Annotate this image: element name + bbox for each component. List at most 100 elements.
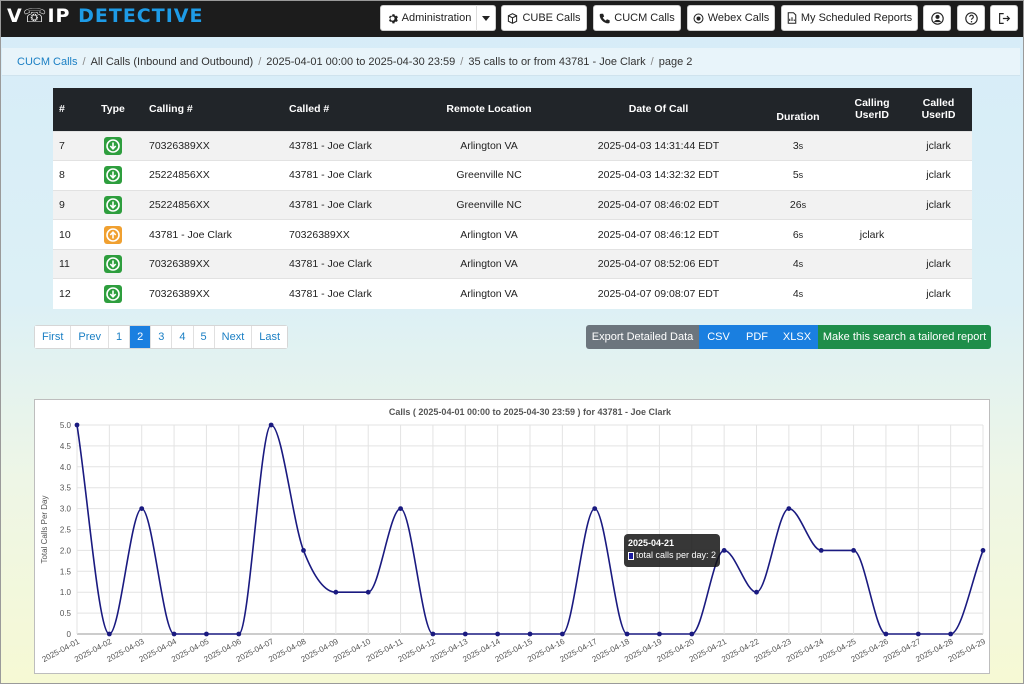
cell-calling-userid [839,248,905,279]
breadcrumb-scope: All Calls (Inbound and Outbound) [90,56,254,68]
table-row[interactable]: 11 70326389XX 43781 - Joe Clark Arlington V… [53,248,972,279]
data-point [689,631,695,637]
column-header-calling[interactable]: Calling # [143,88,283,131]
header-line: UserID [855,109,889,122]
y-tick-label: 1.5 [60,567,72,576]
cell-type [83,160,143,191]
cell-calling-userid [839,278,905,309]
page-3-button[interactable]: 3 [151,326,173,348]
header-line: Called [922,97,955,110]
webex-calls-label: Webex Calls [707,12,770,24]
administration-dropdown-toggle[interactable] [476,5,496,31]
data-point [171,631,177,637]
tooltip-value: total calls per day: 2 [635,550,716,560]
cell-remote-location: Arlington VA [418,278,560,309]
logout-button[interactable] [990,5,1018,31]
data-point [883,631,889,637]
export-csv-button[interactable]: CSV [699,325,738,349]
table-row[interactable]: 12 70326389XX 43781 - Joe Clark Arlington V… [53,278,972,309]
cell-remote-location: Arlington VA [418,248,560,279]
column-header-calling-userid[interactable]: Calling UserID [839,88,905,131]
caret-down-icon [482,15,490,21]
cube-calls-label: CUBE Calls [522,12,581,24]
cell-called: 43781 - Joe Clark [283,278,418,309]
data-point [948,631,954,637]
cell-number: 10 [53,219,83,250]
top-navbar: V☏IP DETECTIVE Administration CUBE Calls… [0,0,1024,37]
data-point [495,631,501,637]
column-header-number[interactable]: # [53,88,83,131]
export-pdf-button[interactable]: PDF [738,325,776,349]
data-point [980,548,986,553]
cucm-calls-button[interactable]: CUCM Calls [593,5,681,31]
logo-text-detective: DETECTIVE [78,5,204,27]
column-header-date[interactable]: Date Of Call [560,88,757,131]
column-header-type[interactable]: Type [83,88,143,131]
cell-duration: 26s [757,189,839,220]
table-row[interactable]: 9 25224856XX 43781 - Joe Clark Greenville N… [53,189,972,220]
duration-value: 6 [792,228,799,241]
tailored-report-button[interactable]: Make this search a tailored report [818,325,991,349]
cell-called-userid [905,219,972,250]
gear-icon [388,13,398,23]
data-point [592,506,598,511]
page-next-button[interactable]: Next [214,326,253,348]
cell-number: 11 [53,248,83,279]
page-last-button[interactable]: Last [252,326,288,348]
y-tick-label: 3.5 [60,484,72,493]
cell-called-userid: jclark [905,160,972,191]
y-tick-label: 5.0 [60,421,72,430]
cell-called-userid: jclark [905,130,972,161]
table-header-row: # Type Calling # Called # Remote Locatio… [53,88,972,131]
administration-button[interactable]: Administration [380,5,478,31]
tooltip-series-swatch [628,551,634,560]
page-2-button[interactable]: 2 [130,326,152,348]
data-point [527,631,533,637]
cell-called-userid: jclark [905,189,972,220]
user-profile-button[interactable] [923,5,951,31]
duration-unit: s [798,259,804,270]
page-1-button[interactable]: 1 [109,326,131,348]
page-4-button[interactable]: 4 [172,326,194,348]
tooltip-date: 2025-04-21 [628,538,675,548]
report-file-icon [787,12,797,24]
page-first-button[interactable]: First [35,326,72,348]
cube-calls-button[interactable]: CUBE Calls [501,5,587,31]
help-button[interactable] [957,5,985,31]
question-circle-icon [964,11,978,25]
data-point [721,548,727,553]
app-logo[interactable]: V☏IP DETECTIVE [7,5,203,27]
cell-date: 2025-04-07 08:46:02 EDT [560,189,757,220]
y-axis-label: Total Calls Per Day [40,495,49,563]
header-line: Calling [854,97,890,110]
page-5-button[interactable]: 5 [193,326,215,348]
table-row[interactable]: 7 70326389XX 43781 - Joe Clark Arlington VA… [53,130,972,161]
export-xlsx-button[interactable]: XLSX [776,325,818,349]
cell-calling-userid [839,189,905,220]
cell-called-userid: jclark [905,248,972,279]
breadcrumb-cucm-calls-link[interactable]: CUCM Calls [17,56,78,68]
chart-svg: Calls ( 2025-04-01 00:00 to 2025-04-30 2… [40,407,987,664]
cell-duration: 6s [757,219,839,250]
pagination: First Prev 1 2 3 4 5 Next Last [34,325,289,349]
column-header-called[interactable]: Called # [283,88,418,131]
data-point [559,631,565,637]
column-header-remote-location[interactable]: Remote Location [418,88,560,131]
table-row[interactable]: 10 43781 - Joe Clark 70326389XX Arlington V… [53,219,972,250]
scheduled-reports-label: My Scheduled Reports [800,12,913,24]
table-row[interactable]: 8 25224856XX 43781 - Joe Clark Greenville N… [53,160,972,191]
webex-calls-button[interactable]: Webex Calls [687,5,775,31]
column-header-duration[interactable]: Duration [757,88,839,131]
data-point [851,548,856,553]
page-prev-button[interactable]: Prev [71,326,110,348]
cell-type [83,130,143,161]
cell-duration: 5s [757,160,839,191]
data-point [462,631,468,637]
cell-called: 70326389XX [283,219,418,250]
scheduled-reports-button[interactable]: My Scheduled Reports [781,5,918,31]
cell-calling-userid [839,130,905,161]
logo-text-v: V [7,5,23,27]
column-header-called-userid[interactable]: Called UserID [905,88,972,131]
cucm-calls-label: CUCM Calls [614,12,675,24]
breadcrumb-separator: / [82,56,86,68]
